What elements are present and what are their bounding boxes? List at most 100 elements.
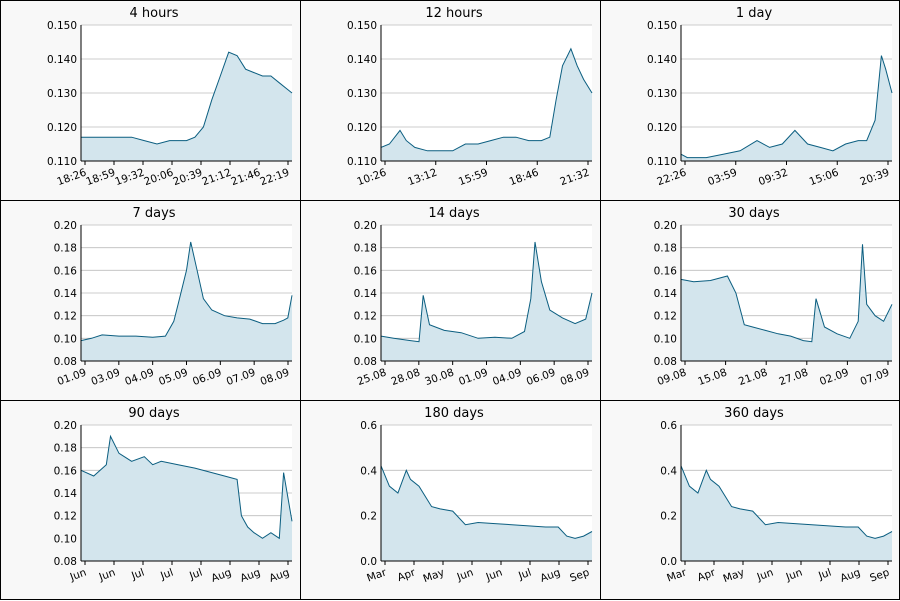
y-tick-label: 0.140 (47, 54, 77, 66)
x-tick-label: Apr (696, 566, 718, 584)
chart-svg: 12 hours 0.110 0.120 0.130 0.140 0.150 10:26 13… (347, 6, 593, 189)
series-line (380, 47, 593, 152)
x-tick-label: 21:32 (558, 167, 591, 189)
y-tick-label: 0.12 (54, 311, 77, 323)
y-tick-label: 0.110 (347, 156, 377, 168)
y-tick-label: 0.10 (54, 333, 77, 345)
chart-title: 360 days (724, 406, 784, 421)
x-tick-label: 08.09 (559, 367, 591, 389)
x-tick-label: Sep (568, 566, 591, 584)
chart-panel: 180 days 0.0 0.2 0.4 0.6 Mar Apr May Jun Jun Jul Au… (300, 400, 600, 600)
x-tick-label: 03:59 (706, 167, 739, 189)
x-tick-label: Jul (129, 567, 146, 583)
x-tick-label: Jul (187, 567, 204, 583)
x-tick-label: Jul (816, 567, 833, 583)
x-tick-label: May (422, 567, 447, 586)
chart-panel: 1 day 0.110 0.120 0.130 0.140 0.150 22:26 03:59… (600, 0, 900, 200)
y-tick-label: 0.150 (647, 20, 677, 32)
x-tick-label: 04.09 (123, 367, 155, 389)
x-tick-label: 30.08 (423, 367, 455, 389)
y-tick-label: 0.14 (54, 288, 78, 300)
x-tick-label: 06.09 (525, 367, 557, 389)
series-line (380, 241, 593, 343)
chart-svg: 14 days 0.08 0.10 0.12 0.14 0.16 0.18 0.20 25.08… (354, 206, 593, 389)
chart-title: 7 days (132, 206, 175, 221)
x-tick-label: 13:12 (406, 167, 439, 189)
x-tick-label: Jun (755, 567, 775, 584)
series-line (80, 434, 293, 540)
x-tick-label: 08.09 (259, 367, 291, 389)
x-tick-label: 21.08 (737, 367, 769, 389)
y-tick-label: 0.2 (360, 511, 377, 523)
y-tick-label: 0.12 (354, 311, 377, 323)
y-tick-label: 0.10 (354, 333, 377, 345)
y-tick-label: 0.08 (654, 356, 677, 368)
x-tick-label: Jun (97, 567, 117, 584)
chart-title: 180 days (424, 406, 484, 421)
x-tick-label: 25.08 (356, 367, 388, 389)
x-tick-label: 10:26 (355, 166, 388, 188)
series-area (681, 465, 892, 561)
y-tick-label: 0.16 (654, 265, 678, 277)
y-tick-label: 0.110 (47, 156, 77, 168)
x-tick-label: 09:32 (757, 167, 790, 189)
x-tick-label: Mar (365, 566, 388, 584)
chart-title: 4 hours (130, 6, 179, 21)
y-tick-label: 0.08 (54, 556, 77, 568)
x-tick-label: 21:12 (200, 167, 233, 189)
chart-title: 30 days (728, 206, 780, 221)
y-tick-label: 0.20 (354, 220, 377, 232)
y-tick-label: 0.4 (360, 465, 377, 477)
x-tick-label: 06.09 (191, 367, 223, 389)
x-tick-label: Jun (784, 567, 804, 584)
x-tick-label: Aug (239, 567, 262, 585)
y-tick-label: 0.16 (354, 265, 378, 277)
series-area (81, 436, 292, 561)
x-tick-label: 15:06 (808, 166, 841, 188)
x-tick-label: 20:06 (142, 166, 175, 188)
x-tick-label: 09.08 (656, 367, 688, 389)
series-line (680, 244, 893, 343)
series-line (680, 465, 893, 539)
y-tick-label: 0.0 (360, 556, 377, 568)
x-tick-label: 18:59 (84, 167, 117, 189)
x-tick-label: Aug (268, 567, 291, 585)
y-tick-label: 0.150 (347, 20, 377, 32)
chart-panel: 12 hours 0.110 0.120 0.130 0.140 0.150 10:26 13… (300, 0, 600, 200)
y-tick-label: 0.140 (347, 54, 377, 66)
y-tick-label: 0.16 (54, 265, 78, 277)
series-area (381, 465, 592, 561)
chart-svg: 4 hours 0.110 0.120 0.130 0.140 0.150 18:2618:… (47, 6, 293, 189)
y-tick-label: 0.0 (660, 556, 677, 568)
x-tick-label: 20:39 (171, 167, 204, 189)
y-tick-label: 0.08 (354, 356, 377, 368)
series-area (81, 242, 292, 361)
x-tick-label: May (722, 567, 747, 586)
x-tick-label: 28.08 (390, 367, 422, 389)
series-line (80, 241, 293, 342)
x-tick-label: Aug (839, 567, 862, 585)
y-tick-label: 0.10 (54, 533, 77, 545)
x-tick-label: Mar (665, 566, 688, 584)
y-tick-label: 0.130 (47, 88, 77, 100)
y-tick-label: 0.14 (54, 488, 78, 500)
chart-panel: 4 hours 0.110 0.120 0.130 0.140 0.150 18:26 18:… (0, 0, 300, 200)
x-tick-label: Jun (455, 567, 475, 584)
x-tick-label: Jun (484, 567, 504, 584)
x-tick-label: 27.08 (777, 367, 809, 389)
y-tick-label: 0.150 (47, 20, 77, 32)
y-tick-label: 0.110 (647, 156, 677, 168)
y-tick-label: 0.20 (654, 220, 677, 232)
x-tick-label: 21:46 (229, 166, 262, 188)
chart-svg: 1 day 0.110 0.120 0.130 0.140 0.150 22:26 03:59… (647, 6, 893, 189)
series-area (381, 242, 592, 361)
x-tick-label: 22:26 (655, 166, 688, 188)
y-tick-label: 0.14 (654, 288, 678, 300)
y-tick-label: 0.08 (54, 356, 77, 368)
chart-title: 1 day (736, 6, 773, 21)
y-tick-label: 0.6 (360, 420, 377, 432)
x-tick-label: 20:39 (858, 167, 891, 189)
chart-title: 90 days (128, 406, 180, 421)
series-area (681, 244, 892, 361)
y-tick-label: 0.14 (354, 288, 378, 300)
